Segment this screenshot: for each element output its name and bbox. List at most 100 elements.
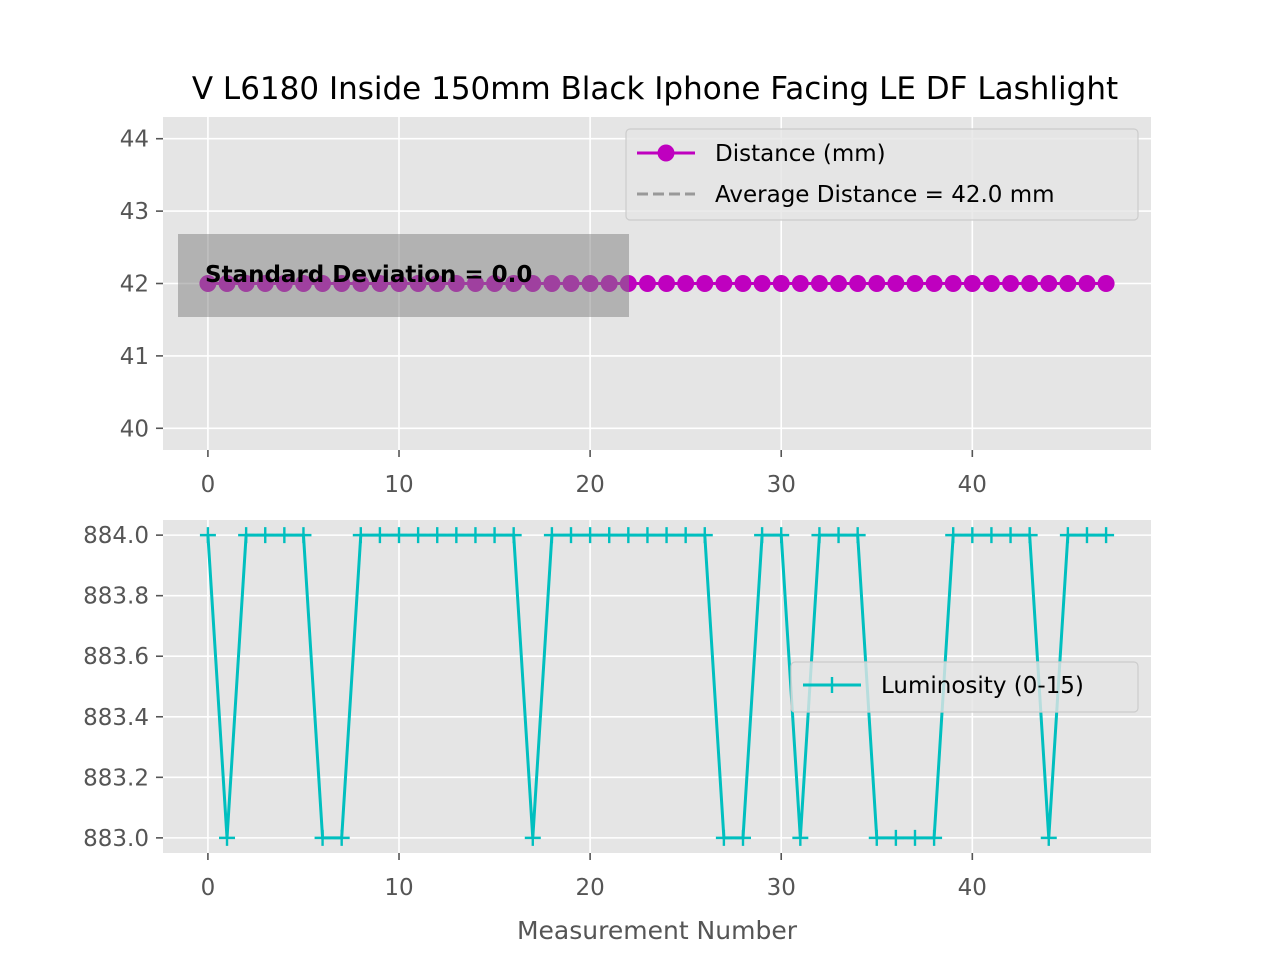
x-axis-label: Measurement Number — [517, 916, 798, 945]
distance-point — [753, 275, 771, 292]
distance-point — [868, 275, 886, 292]
legend-label-average: Average Distance = 42.0 mm — [715, 182, 1055, 208]
luminosity-point — [257, 527, 274, 544]
luminosity-point — [333, 829, 350, 846]
luminosity-point — [926, 829, 943, 846]
std-dev-annotation: Standard Deviation = 0.0 — [178, 234, 629, 317]
bottom-subplot: 0 10 20 30 40 883.0 883.2 883.4 883.6 883.8 884.0 M… — [83, 520, 1151, 945]
distance-point — [677, 275, 695, 292]
luminosity-point — [1059, 527, 1076, 544]
luminosity-point — [238, 527, 255, 544]
luminosity-point — [467, 527, 484, 544]
luminosity-point — [754, 527, 771, 544]
x-tick-label: 0 — [201, 875, 216, 901]
distance-point — [696, 275, 714, 292]
distance-point — [830, 275, 848, 292]
luminosity-point — [199, 527, 216, 544]
x-tick-label: 10 — [384, 875, 413, 901]
distance-point — [849, 275, 867, 292]
luminosity-point — [429, 527, 446, 544]
chart-title: V L6180 Inside 150mm Black Iphone Facing… — [192, 71, 1118, 107]
y-tick-label: 883.4 — [83, 705, 149, 731]
luminosity-point — [983, 527, 1000, 544]
luminosity-point — [906, 829, 923, 846]
luminosity-point — [887, 829, 904, 846]
y-tick-label: 883.6 — [83, 644, 149, 670]
distance-point — [982, 275, 1000, 292]
luminosity-point — [849, 527, 866, 544]
luminosity-point — [448, 527, 465, 544]
x-tick-label: 40 — [958, 472, 987, 498]
annotation-box — [178, 234, 629, 317]
distance-point — [734, 275, 752, 292]
legend-label-luminosity: Luminosity (0-15) — [881, 673, 1084, 699]
y-tick-label: 883.8 — [83, 584, 149, 610]
luminosity-point — [352, 527, 369, 544]
luminosity-point — [314, 829, 331, 846]
y-tick-label: 43 — [120, 199, 149, 225]
y-tick-label: 40 — [120, 416, 149, 442]
luminosity-point — [696, 527, 713, 544]
luminosity-point — [1021, 527, 1038, 544]
y-tick-label: 884.0 — [83, 523, 149, 549]
distance-point — [658, 275, 676, 292]
legend: Luminosity (0-15) — [790, 661, 1139, 713]
luminosity-point — [219, 829, 236, 846]
luminosity-point — [620, 527, 637, 544]
top-subplot: 0 10 20 30 40 40 41 42 43 44 Standard Deviation = … — [120, 117, 1151, 498]
distance-point — [638, 275, 656, 292]
distance-point — [1097, 275, 1115, 292]
luminosity-point — [486, 527, 503, 544]
legend: Distance (mm) Average Distance = 42.0 mm — [625, 128, 1139, 221]
legend-marker-distance — [657, 144, 675, 162]
y-tick-label: 42 — [120, 272, 149, 298]
luminosity-point — [868, 829, 885, 846]
distance-point — [1040, 275, 1058, 292]
y-tick-label: 883.0 — [83, 826, 149, 852]
legend-frame — [625, 128, 1139, 221]
luminosity-point — [543, 527, 560, 544]
luminosity-point — [505, 527, 522, 544]
luminosity-point — [1040, 829, 1057, 846]
x-tick-label: 10 — [384, 472, 413, 498]
luminosity-point — [639, 527, 656, 544]
luminosity-point — [295, 527, 312, 544]
distance-point — [1078, 275, 1096, 292]
luminosity-point — [1098, 527, 1115, 544]
y-tick-label: 883.2 — [83, 765, 149, 791]
distance-point — [772, 275, 790, 292]
distance-point — [925, 275, 943, 292]
luminosity-point — [811, 527, 828, 544]
luminosity-point — [601, 527, 618, 544]
distance-point — [1059, 275, 1077, 292]
legend-frame — [790, 661, 1139, 713]
luminosity-point — [371, 527, 388, 544]
distance-point — [887, 275, 905, 292]
annotation-text: Standard Deviation = 0.0 — [205, 262, 532, 288]
distance-point — [944, 275, 962, 292]
x-tick-label: 30 — [767, 875, 796, 901]
luminosity-point — [715, 829, 732, 846]
y-tick-label: 44 — [120, 127, 149, 153]
luminosity-point — [677, 527, 694, 544]
distance-point — [1021, 275, 1039, 292]
x-tick-label: 30 — [767, 472, 796, 498]
x-tick-label: 20 — [575, 875, 604, 901]
luminosity-point — [830, 527, 847, 544]
luminosity-point — [964, 527, 981, 544]
luminosity-point — [563, 527, 580, 544]
x-tick-label: 20 — [575, 472, 604, 498]
luminosity-point — [276, 527, 293, 544]
luminosity-point — [1078, 527, 1095, 544]
luminosity-point — [1002, 527, 1019, 544]
luminosity-point — [773, 527, 790, 544]
luminosity-point — [410, 527, 427, 544]
distance-point — [906, 275, 924, 292]
luminosity-point — [524, 829, 541, 846]
luminosity-point — [658, 527, 675, 544]
legend-label-distance: Distance (mm) — [715, 141, 886, 167]
luminosity-point — [945, 527, 962, 544]
distance-point — [963, 275, 981, 292]
luminosity-point — [582, 527, 599, 544]
